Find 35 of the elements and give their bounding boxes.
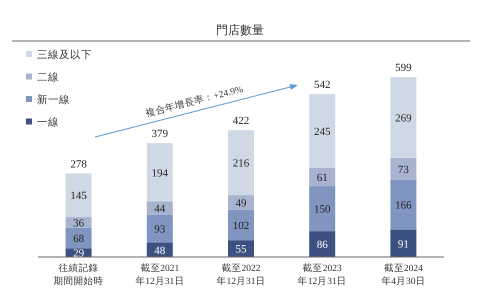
data-label: 216 bbox=[232, 158, 250, 170]
legend-label: 二線 bbox=[37, 72, 59, 84]
title: 門店數量 bbox=[216, 23, 264, 37]
data-label: 48 bbox=[154, 244, 166, 257]
data-label: 93 bbox=[154, 224, 166, 236]
total-label: 422 bbox=[232, 115, 250, 128]
x-tick-label: 截至2024年4月30日 bbox=[381, 262, 426, 287]
legend-label: 一線 bbox=[37, 116, 59, 128]
data-label: 150 bbox=[314, 204, 331, 216]
total-label: 278 bbox=[70, 158, 88, 170]
x-tick-label: 截至2021年12月31日 bbox=[135, 262, 184, 287]
data-label: 194 bbox=[152, 167, 169, 180]
data-label: 44 bbox=[154, 203, 166, 216]
data-label: 91 bbox=[398, 238, 409, 250]
total-label: 542 bbox=[314, 79, 330, 92]
data-label: 49 bbox=[236, 197, 247, 210]
legend-label: 三線及以下 bbox=[37, 48, 92, 61]
data-label: 73 bbox=[398, 164, 410, 176]
data-label: 269 bbox=[395, 112, 412, 124]
x-tick-label: 截至2022年12月31日 bbox=[216, 262, 266, 287]
data-label: 29 bbox=[73, 248, 85, 260]
data-label: 36 bbox=[73, 217, 85, 230]
data-label: 55 bbox=[236, 244, 247, 256]
data-label: 102 bbox=[232, 220, 250, 232]
x-tick-label: 往績記錄期間開始時 bbox=[54, 262, 104, 287]
data-label: 145 bbox=[70, 190, 88, 202]
x-tick-label: 截至2023年12月31日 bbox=[298, 262, 347, 287]
data-label: 68 bbox=[73, 233, 85, 246]
total-label: 599 bbox=[395, 62, 412, 74]
legend-label: 新一線 bbox=[37, 93, 70, 106]
data-label: 166 bbox=[395, 200, 412, 212]
total-label: 379 bbox=[152, 128, 169, 140]
data-label: 245 bbox=[314, 126, 331, 138]
data-label: 86 bbox=[316, 239, 328, 252]
data-label: 61 bbox=[316, 172, 328, 184]
